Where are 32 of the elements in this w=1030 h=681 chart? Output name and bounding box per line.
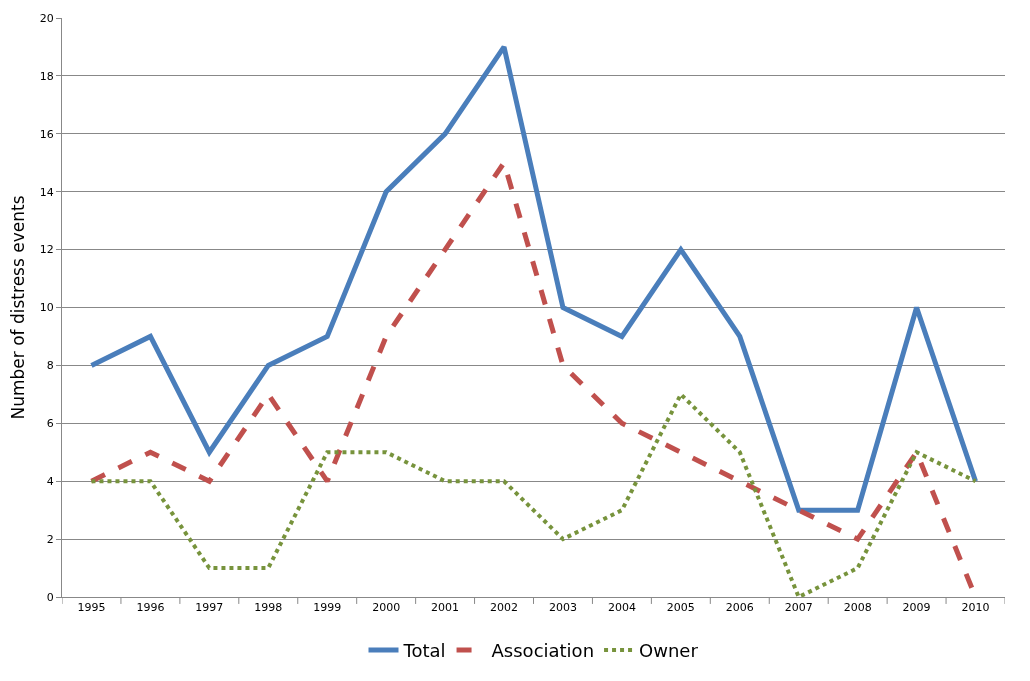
y-tick-label: 12: [39, 243, 54, 257]
x-tick-label: 2009: [902, 601, 931, 615]
x-tick-label: 2008: [843, 601, 872, 615]
y-tick-label: 10: [39, 301, 54, 315]
legend-label: Total: [402, 639, 446, 661]
x-tick-label: 1995: [77, 601, 106, 615]
y-tick-label: 8: [46, 359, 54, 373]
x-tick-label: 2001: [431, 601, 460, 615]
y-tick-label: 18: [39, 69, 54, 83]
x-tick-label: 2006: [725, 601, 754, 615]
legend-label: Association: [491, 639, 595, 661]
y-tick-label: 16: [39, 127, 54, 141]
x-tick-label: 2004: [607, 601, 636, 615]
y-axis-title: Number of distress events: [8, 195, 29, 420]
x-tick-label: 2003: [548, 601, 577, 615]
x-tick-label: 1998: [254, 601, 283, 615]
y-tick-label: 0: [46, 590, 54, 604]
x-tick-label: 2000: [372, 601, 401, 615]
y-tick-label: 4: [46, 475, 54, 489]
y-tick-label: 14: [39, 185, 54, 199]
x-tick-label: 2010: [961, 601, 990, 615]
x-tick-label: 2002: [490, 601, 519, 615]
y-tick-label: 6: [46, 417, 54, 431]
x-tick-label: 2007: [784, 601, 813, 615]
x-tick-label: 1999: [313, 601, 342, 615]
x-tick-label: 2005: [666, 601, 695, 615]
y-tick-label: 2: [46, 532, 54, 546]
x-tick-label: 1997: [195, 601, 224, 615]
x-tick-label: 1996: [136, 601, 165, 615]
y-tick-label: 20: [39, 11, 54, 25]
line-series: [89, 392, 978, 597]
legend-label: Owner: [639, 639, 699, 661]
